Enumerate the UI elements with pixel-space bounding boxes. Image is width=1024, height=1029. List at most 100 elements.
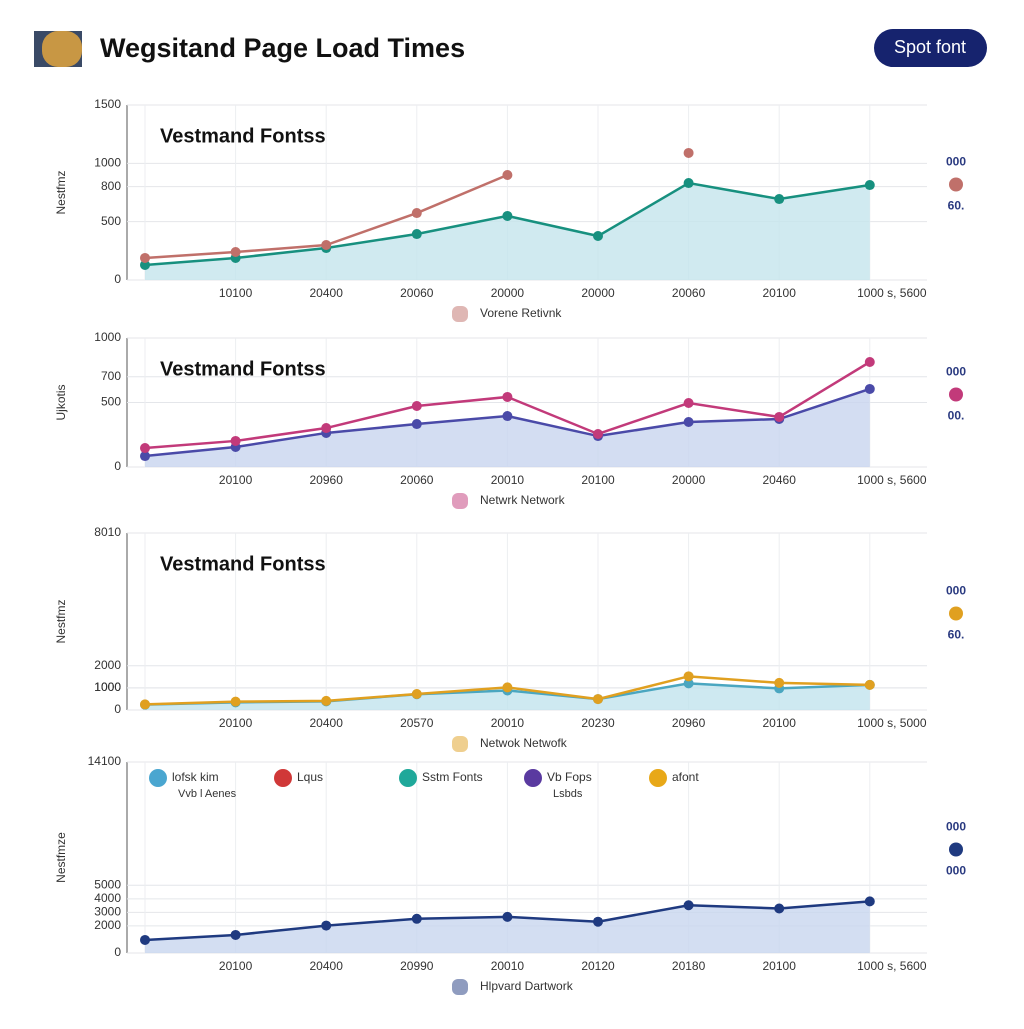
x-tick-label: 20100	[763, 959, 797, 973]
x-tick-label: 1000 s, 5000	[857, 716, 927, 730]
side-dot	[949, 606, 963, 621]
data-point	[683, 178, 694, 189]
y-tick-label: 5000	[94, 877, 121, 891]
data-point	[411, 913, 422, 924]
x-tick-label: 20990	[400, 959, 434, 973]
data-point	[593, 428, 603, 439]
data-point	[411, 229, 422, 240]
side-label: 000	[946, 820, 966, 834]
data-point	[593, 694, 603, 705]
area	[145, 183, 870, 280]
data-point	[864, 896, 875, 907]
y-tick-label: 500	[101, 395, 121, 409]
data-point	[140, 451, 150, 462]
x-tick-label: 20010	[491, 716, 525, 730]
y-tick-label: 14100	[88, 754, 122, 768]
data-point	[864, 679, 875, 690]
area	[145, 388, 870, 467]
x-tick-label: 1000 s, 5600	[857, 959, 927, 973]
data-point	[411, 689, 422, 700]
footer-icon	[452, 493, 468, 509]
side-label: 60.	[948, 628, 965, 642]
footer-icon	[452, 736, 468, 752]
x-tick-label: 20100	[219, 716, 253, 730]
legend-label: Lqus	[297, 770, 323, 784]
legend-label: Sstm Fonts	[422, 770, 483, 784]
x-tick-label: 20060	[400, 473, 434, 487]
y-tick-label: 1000	[94, 156, 121, 170]
footer-label: Netwok Netwofk	[480, 736, 568, 750]
area	[145, 901, 870, 953]
x-tick-label: 20400	[310, 716, 344, 730]
y-axis-label: Nestfmz	[54, 599, 68, 643]
y-tick-label: 1000	[94, 680, 121, 694]
y-tick-label: 2000	[94, 918, 121, 932]
x-tick-label: 10100	[219, 286, 253, 300]
side-label: 000	[946, 584, 966, 598]
side-label: 000	[946, 365, 966, 379]
data-point	[411, 208, 422, 219]
x-tick-label: 20060	[672, 286, 706, 300]
x-tick-label: 20010	[491, 473, 525, 487]
legend-swatch	[649, 769, 667, 787]
y-tick-label: 4000	[94, 891, 121, 905]
data-point	[683, 147, 694, 158]
data-point	[683, 398, 694, 409]
x-tick-label: 20100	[219, 959, 253, 973]
logo-accent	[42, 31, 82, 67]
x-tick-label: 20000	[672, 473, 706, 487]
data-point	[864, 383, 875, 394]
legend-note: Lsbds	[553, 788, 583, 800]
x-tick-label: 1000 s, 5600	[857, 473, 927, 487]
legend-swatch	[524, 769, 542, 787]
data-point	[411, 400, 422, 411]
y-tick-label: 0	[114, 272, 121, 286]
data-point	[683, 671, 694, 682]
data-point	[502, 170, 513, 180]
data-point	[140, 443, 150, 454]
x-tick-label: 20010	[491, 959, 525, 973]
data-point	[774, 194, 785, 205]
x-tick-label: 20000	[581, 286, 615, 300]
x-tick-label: 20100	[581, 473, 615, 487]
legend-label: Vb Fops	[547, 770, 592, 784]
data-point	[140, 259, 150, 270]
data-point	[774, 677, 785, 688]
data-point	[502, 682, 513, 693]
side-dot	[949, 177, 963, 192]
x-tick-label: 20230	[581, 716, 615, 730]
y-tick-label: 700	[101, 369, 121, 383]
footer-label: Netwrk Network	[480, 493, 566, 507]
x-tick-label: 20960	[672, 716, 706, 730]
data-point	[321, 423, 332, 434]
data-point	[683, 678, 694, 689]
button-label[interactable]: Spot font	[894, 37, 966, 57]
y-axis-label: Nestfmze	[54, 832, 68, 883]
legend-swatch	[274, 769, 292, 787]
data-point	[230, 696, 241, 707]
button[interactable]	[874, 29, 987, 67]
data-point	[593, 916, 603, 927]
y-tick-label: 3000	[94, 905, 121, 919]
data-point	[140, 934, 150, 945]
y-tick-label: 8010	[94, 525, 121, 539]
x-tick-label: 20400	[310, 286, 344, 300]
data-point	[230, 435, 241, 446]
x-tick-label: 20100	[763, 286, 797, 300]
legend-label: lofsk kim	[172, 770, 219, 784]
side-dot	[949, 842, 963, 857]
footer-icon	[452, 979, 468, 995]
footer-label: Hlpvard Dartwork	[480, 979, 574, 993]
y-tick-label: 800	[101, 179, 121, 193]
data-point	[140, 252, 150, 263]
legend-label: afont	[672, 770, 699, 784]
side-label: 000	[946, 864, 966, 878]
x-tick-label: 20460	[763, 473, 797, 487]
y-tick-label: 0	[114, 702, 121, 716]
x-tick-label: 20120	[581, 959, 615, 973]
page-title: Wegsitand Page Load Times	[100, 33, 465, 63]
y-tick-label: 1500	[94, 97, 121, 111]
footer-icon	[452, 306, 468, 322]
